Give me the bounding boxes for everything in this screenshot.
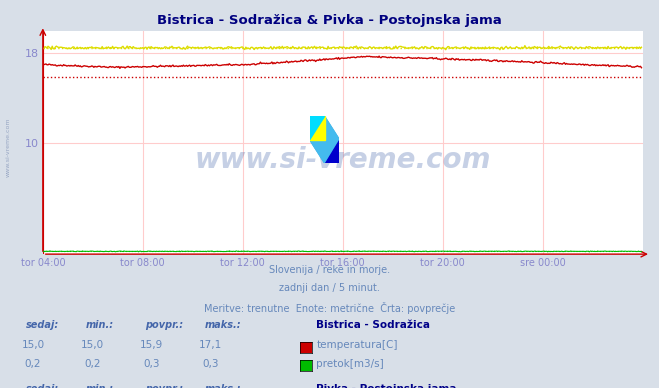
Text: Bistrica - Sodražica: Bistrica - Sodražica <box>316 320 430 330</box>
Text: Slovenija / reke in morje.: Slovenija / reke in morje. <box>269 265 390 275</box>
Text: temperatura[C]: temperatura[C] <box>316 340 398 350</box>
Text: 17,1: 17,1 <box>199 340 223 350</box>
Text: Meritve: trenutne  Enote: metrične  Črta: povprečje: Meritve: trenutne Enote: metrične Črta: … <box>204 302 455 314</box>
Bar <box>310 116 325 140</box>
Text: 0,2: 0,2 <box>84 359 101 369</box>
Polygon shape <box>310 116 339 163</box>
Text: pretok[m3/s]: pretok[m3/s] <box>316 359 384 369</box>
Polygon shape <box>310 116 325 140</box>
Text: 0,3: 0,3 <box>143 359 160 369</box>
Text: povpr.:: povpr.: <box>145 384 183 388</box>
Text: min.:: min.: <box>86 384 114 388</box>
Text: 0,3: 0,3 <box>202 359 219 369</box>
Text: www.si-vreme.com: www.si-vreme.com <box>194 146 491 175</box>
Text: Pivka - Postojnska jama: Pivka - Postojnska jama <box>316 384 457 388</box>
Text: min.:: min.: <box>86 320 114 330</box>
Text: sedaj:: sedaj: <box>26 384 59 388</box>
Text: povpr.:: povpr.: <box>145 320 183 330</box>
Text: 15,0: 15,0 <box>80 340 104 350</box>
Text: maks.:: maks.: <box>204 384 241 388</box>
Text: 15,0: 15,0 <box>21 340 45 350</box>
Text: zadnji dan / 5 minut.: zadnji dan / 5 minut. <box>279 283 380 293</box>
Text: sedaj:: sedaj: <box>26 320 59 330</box>
Text: maks.:: maks.: <box>204 320 241 330</box>
Text: Bistrica - Sodražica & Pivka - Postojnska jama: Bistrica - Sodražica & Pivka - Postojnsk… <box>157 14 502 27</box>
Polygon shape <box>325 140 339 163</box>
Text: www.si-vreme.com: www.si-vreme.com <box>6 118 11 177</box>
Polygon shape <box>310 116 339 163</box>
Text: 0,2: 0,2 <box>24 359 42 369</box>
Text: 15,9: 15,9 <box>140 340 163 350</box>
